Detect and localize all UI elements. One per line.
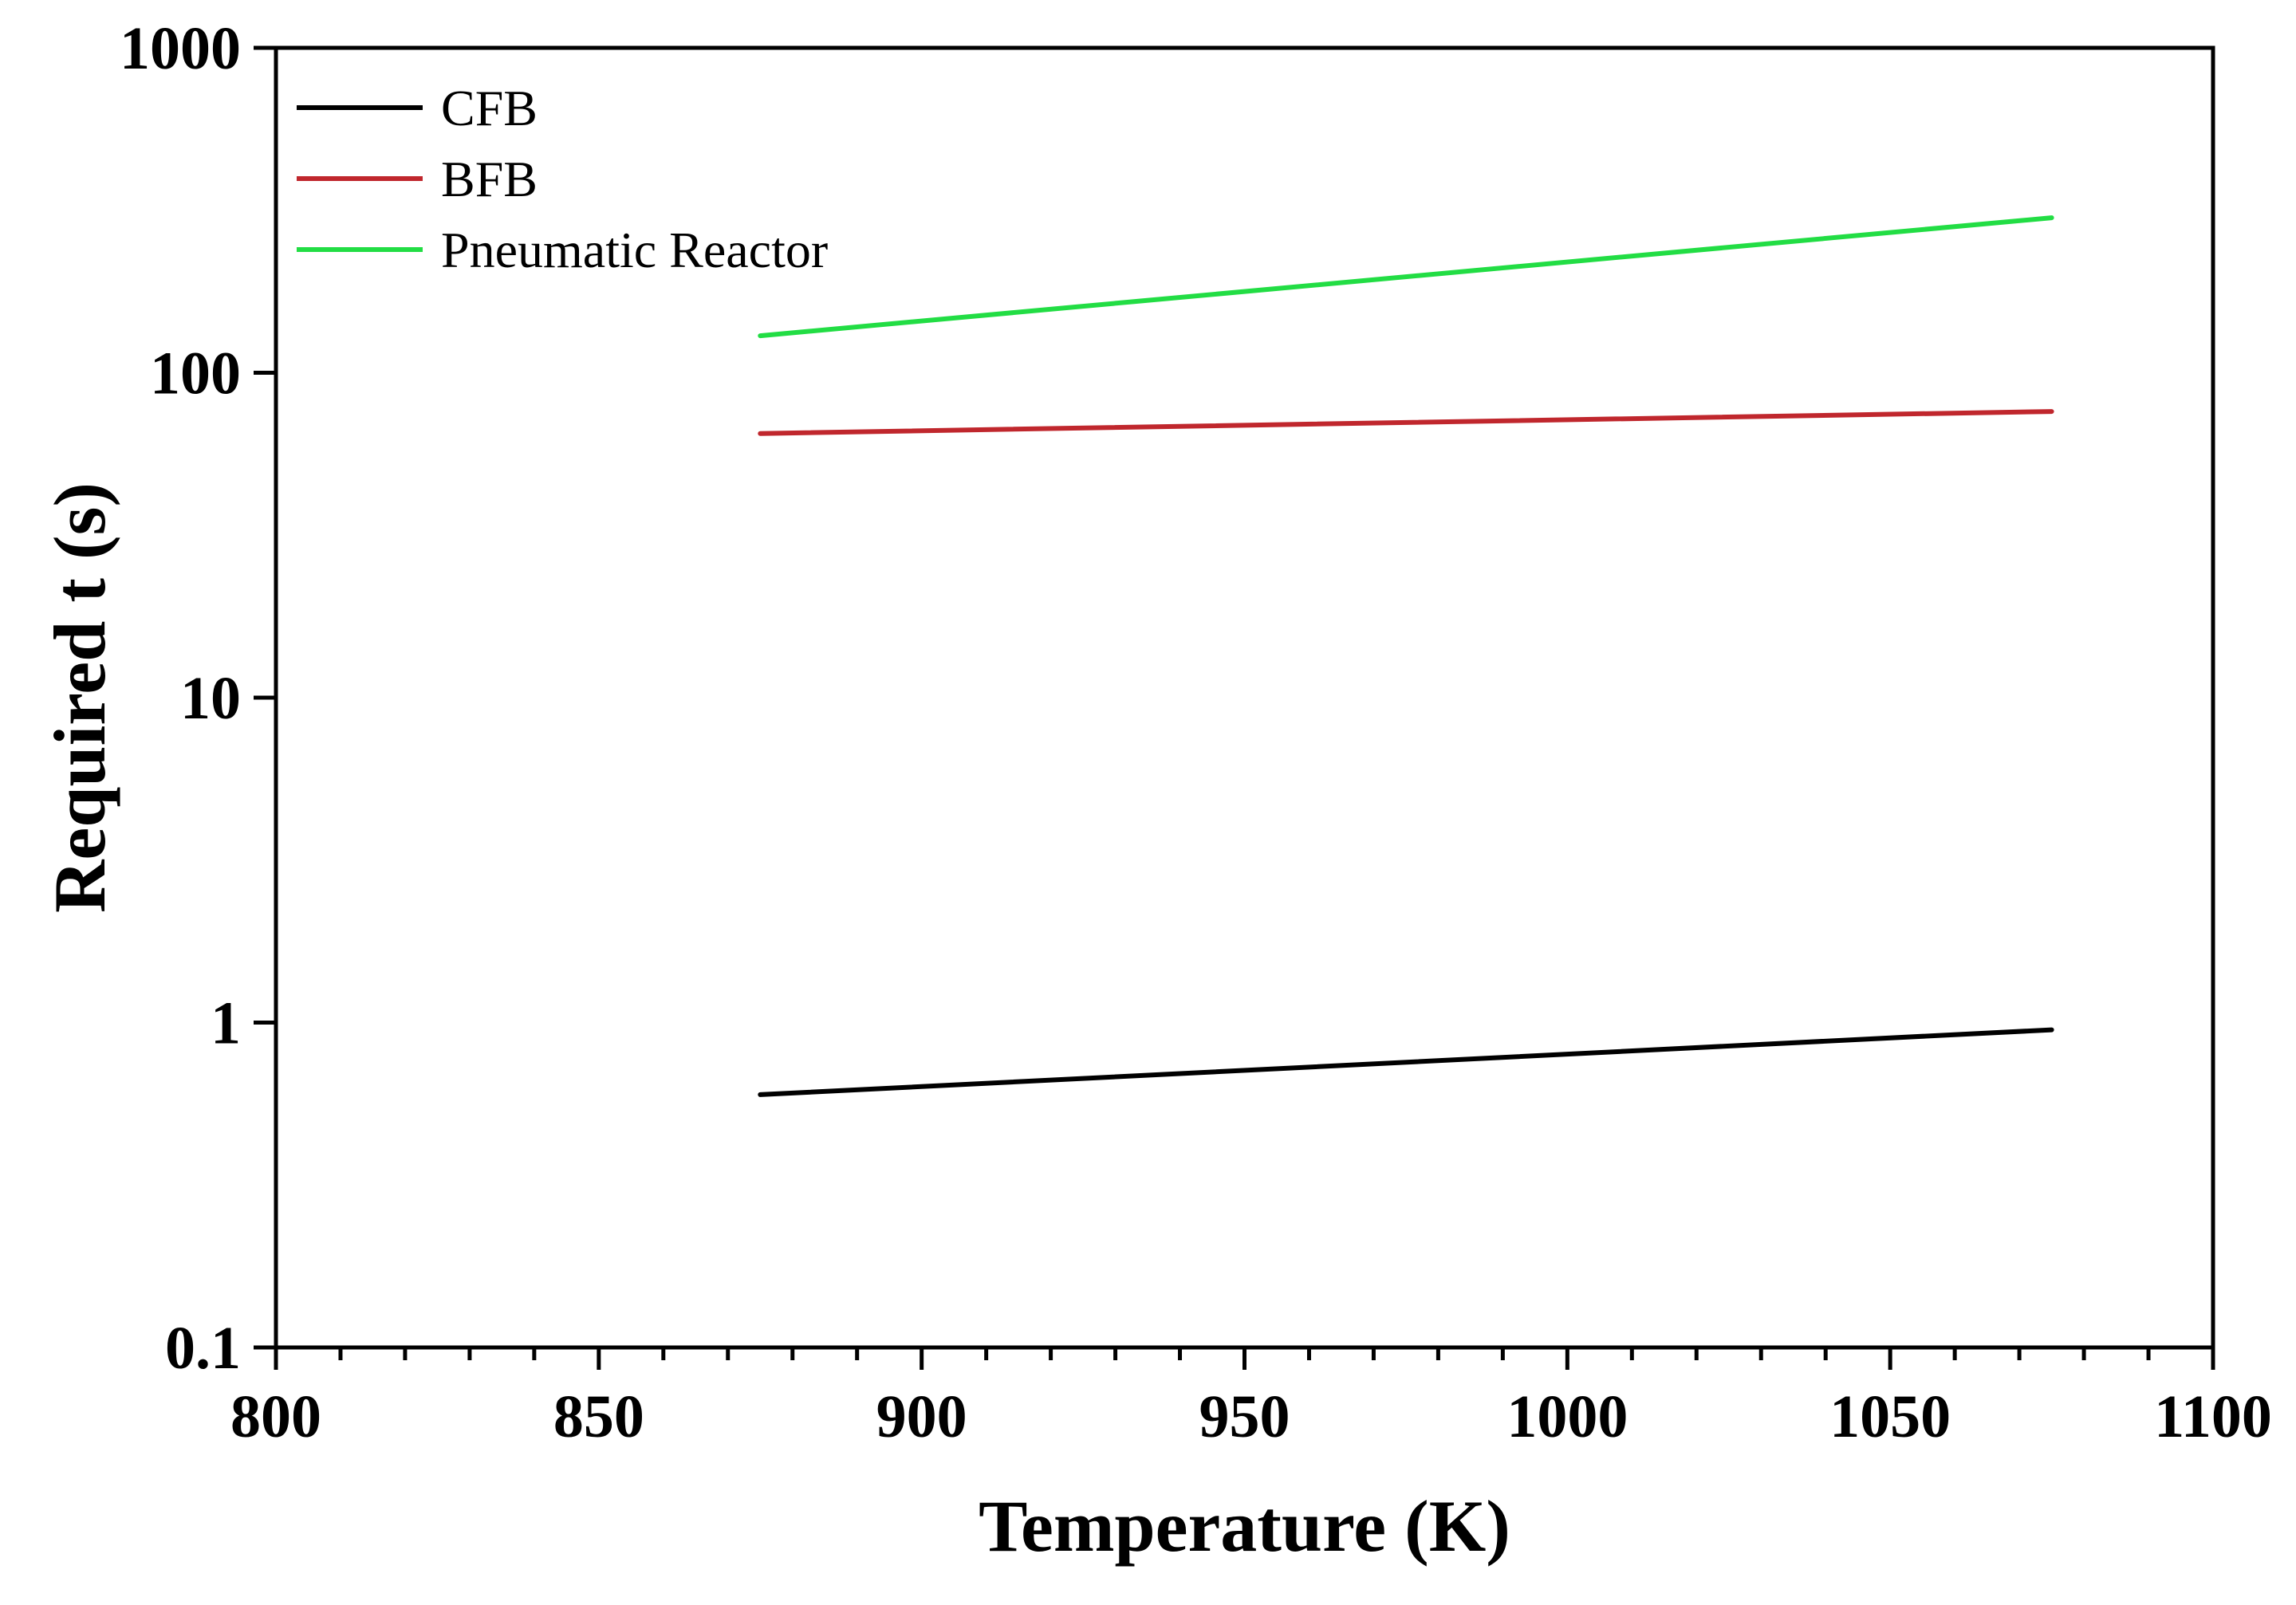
axis-ticks — [254, 45, 2215, 1370]
legend-label: BFB — [441, 151, 538, 207]
plot-frame — [274, 45, 2215, 1350]
y-tick-label: 1 — [211, 990, 241, 1057]
series-line-bfb — [758, 409, 2054, 436]
x-tick-label: 950 — [1199, 1383, 1290, 1450]
x-tick-label: 1100 — [2154, 1383, 2272, 1450]
legend-label: CFB — [441, 80, 538, 136]
x-tick-label: 1050 — [1829, 1383, 1951, 1450]
y-tick-label: 10 — [180, 665, 241, 732]
y-tick-labels: 0.1 1 10 100 1000 — [120, 15, 241, 1382]
y-tick-label: 0.1 — [165, 1315, 241, 1382]
series-line-pneumatic-reactor — [758, 215, 2054, 339]
legend-label: Pneumatic Reactor — [441, 222, 828, 278]
x-axis-title: Temperature (K) — [979, 1485, 1510, 1567]
y-tick-label: 100 — [150, 340, 241, 407]
series-lines — [758, 215, 2054, 1097]
y-tick-label: 1000 — [120, 15, 241, 82]
x-tick-label: 800 — [230, 1383, 321, 1450]
y-axis-title: Required t (s) — [39, 482, 120, 913]
x-tick-labels: 800 850 900 950 1000 1050 1100 — [230, 1383, 2272, 1450]
series-line-cfb — [758, 1027, 2054, 1097]
x-tick-label: 1000 — [1506, 1383, 1628, 1450]
x-tick-label: 900 — [876, 1383, 967, 1450]
legend: CFB BFB Pneumatic Reactor — [297, 80, 828, 278]
x-tick-label: 850 — [553, 1383, 644, 1450]
